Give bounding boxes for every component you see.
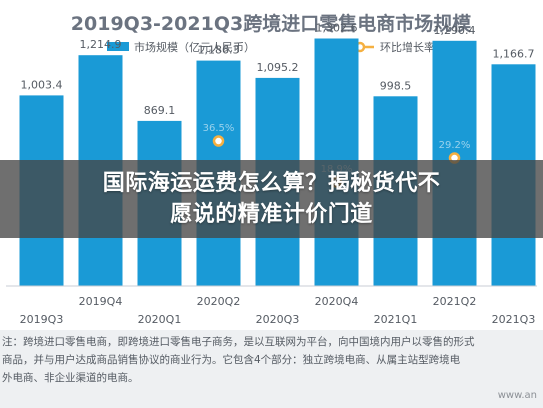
bar-value-label: 1,290.4 [434,24,476,37]
legend-bar-label: 市场规模（亿元人民币） [134,40,255,54]
line-point [212,135,225,147]
x-tick-label: 2020Q3 [256,313,300,326]
legend: 市场规模（亿元人民币） 环比增长率 [107,40,435,54]
bar-value-label: 869.1 [144,104,176,117]
chart-title: 2019Q3-2021Q3跨境进口零售电商市场规模 [71,12,472,35]
bar-value-label: 1,095.2 [257,61,299,74]
footnote-line-3: 外电商、非企业渠道的电商。 [2,372,139,384]
legend-bar-swatch [107,42,129,51]
x-tick-label: 2020Q2 [197,295,241,308]
bar-value-label: 1,003.4 [21,78,63,91]
line-value-label: 36.5% [203,123,235,134]
headline-line-1: 国际海运运费怎么算？揭秘货代不 [102,171,441,196]
x-tick-label: 2020Q4 [315,295,359,308]
bar-value-label: 1,166.7 [493,47,535,60]
x-tick-label: 2020Q1 [138,313,182,326]
footnote: 注：跨境进口零售电商，即跨境进口零售电子商务，是以互联网为平台，向中国境内用户以… [0,330,543,408]
footnote-line-1: 注：跨境进口零售电商，即跨境进口零售电子商务，是以互联网为平台，向中国境内用户以… [2,336,475,348]
headline-line-2: 愿说的精准计价门道 [170,202,373,227]
watermark: www.an [497,390,537,401]
x-tick-label: 2021Q1 [374,313,418,326]
x-tick-label: 2019Q4 [79,295,123,308]
bar-value-label: 1,302.6 [316,22,358,35]
bar-value-label: 1,214.9 [80,38,122,51]
bar-value-label: 998.5 [380,79,412,92]
x-tick-label: 2021Q2 [433,295,477,308]
bar-value-label: 1,186.3 [198,44,240,57]
legend-line-label: 环比增长率 [380,40,435,54]
footnote-line-2: 商品，并与用户达成商品销售协议的商业行为。它包含4个部分：独立跨境电商、从属主站… [2,354,461,366]
headline-banner[interactable]: 国际海运运费怎么算？揭秘货代不 愿说的精准计价门道 [0,160,543,238]
x-tick-label: 2021Q3 [492,313,536,326]
x-tick-label: 2019Q3 [20,313,64,326]
line-value-label: 29.2% [439,140,471,151]
